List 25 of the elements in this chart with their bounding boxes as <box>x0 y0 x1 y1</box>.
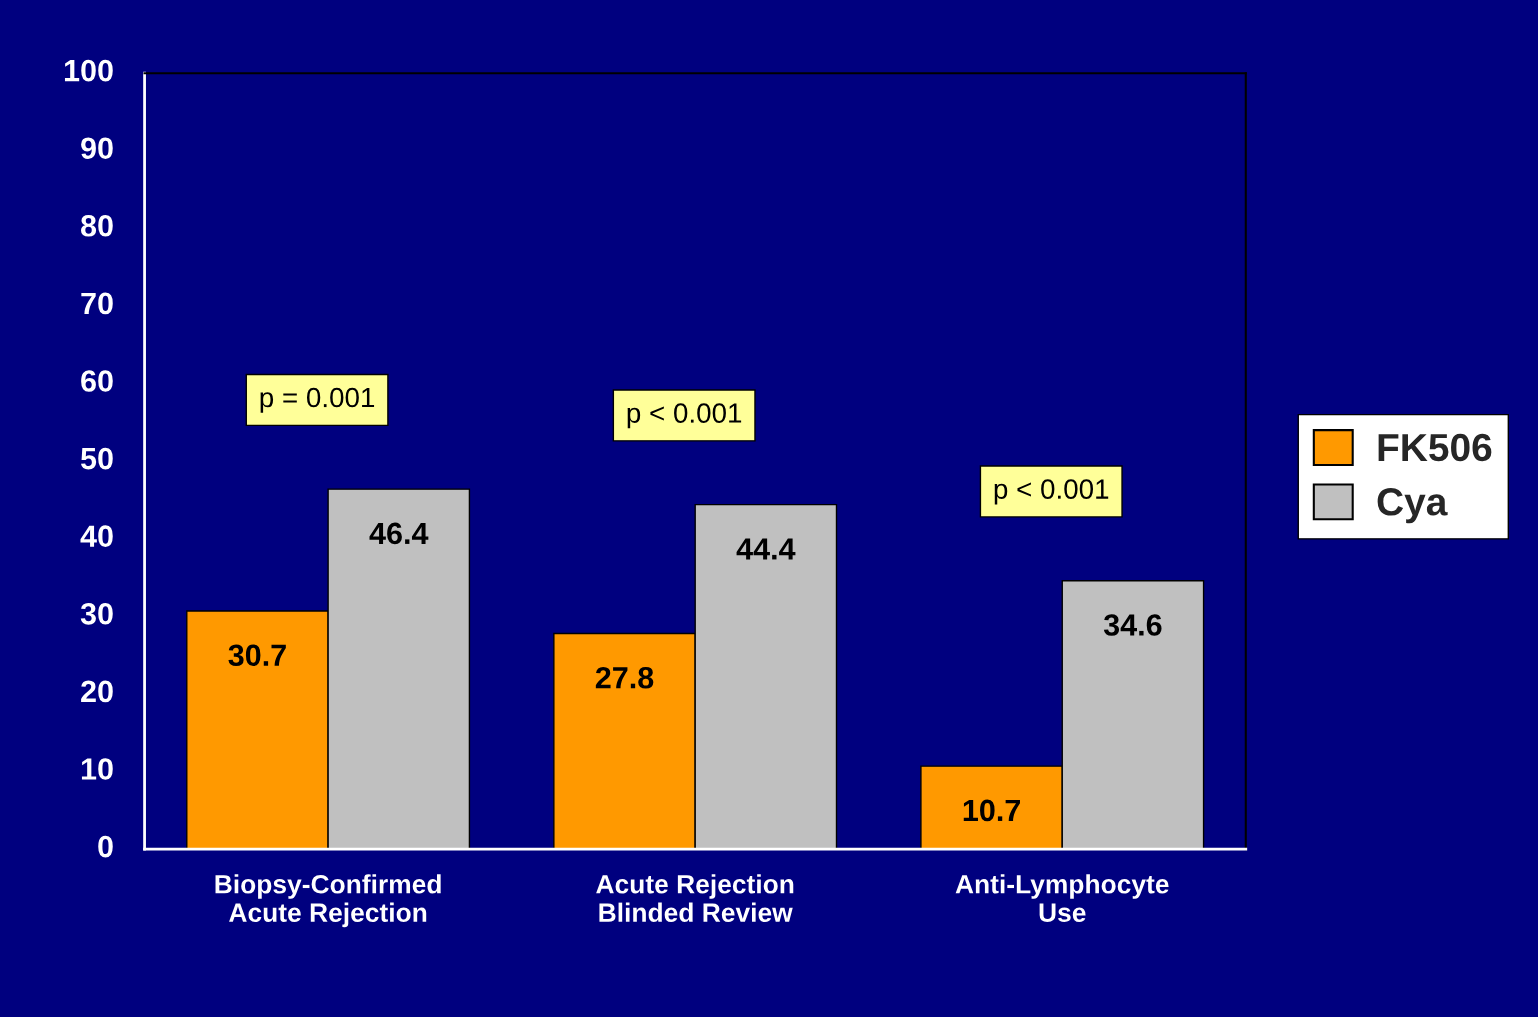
data-label: 27.8 <box>595 666 654 689</box>
data-label: 34.6 <box>1103 614 1162 636</box>
data-label: 46.4 <box>369 522 429 545</box>
y-tick-label: 60 <box>81 370 113 392</box>
y-tick-label: 10 <box>81 758 113 780</box>
x-tick-label: Anti-Lymphocyte Use <box>955 874 1169 922</box>
y-tick-label: 0 <box>98 835 113 858</box>
y-tick-label: 20 <box>81 680 113 703</box>
y-tick-label: 90 <box>81 137 113 160</box>
data-label: 44.4 <box>736 538 796 560</box>
y-tick-label: 50 <box>80 447 113 470</box>
x-tick-label: Acute Rejection Blinded Review <box>596 874 794 922</box>
annotation: p < 0.001 <box>994 479 1109 505</box>
legend-label: Cya <box>1377 488 1448 524</box>
y-tick-label: 40 <box>80 525 113 548</box>
y-tick-label: 80 <box>81 214 113 237</box>
legend-label: FK506 <box>1378 433 1492 462</box>
y-tick-label: 30 <box>80 602 113 625</box>
data-label: 10.7 <box>963 799 1020 822</box>
annotation: p < 0.001 <box>627 403 742 429</box>
x-tick-label: Biopsy-Confirmed Acute Rejection <box>215 874 441 928</box>
data-label: 30.7 <box>228 644 286 667</box>
annotation: p = 0.001 <box>260 387 375 413</box>
y-tick-label: 70 <box>81 292 113 315</box>
y-tick-label: 100 <box>64 59 113 82</box>
